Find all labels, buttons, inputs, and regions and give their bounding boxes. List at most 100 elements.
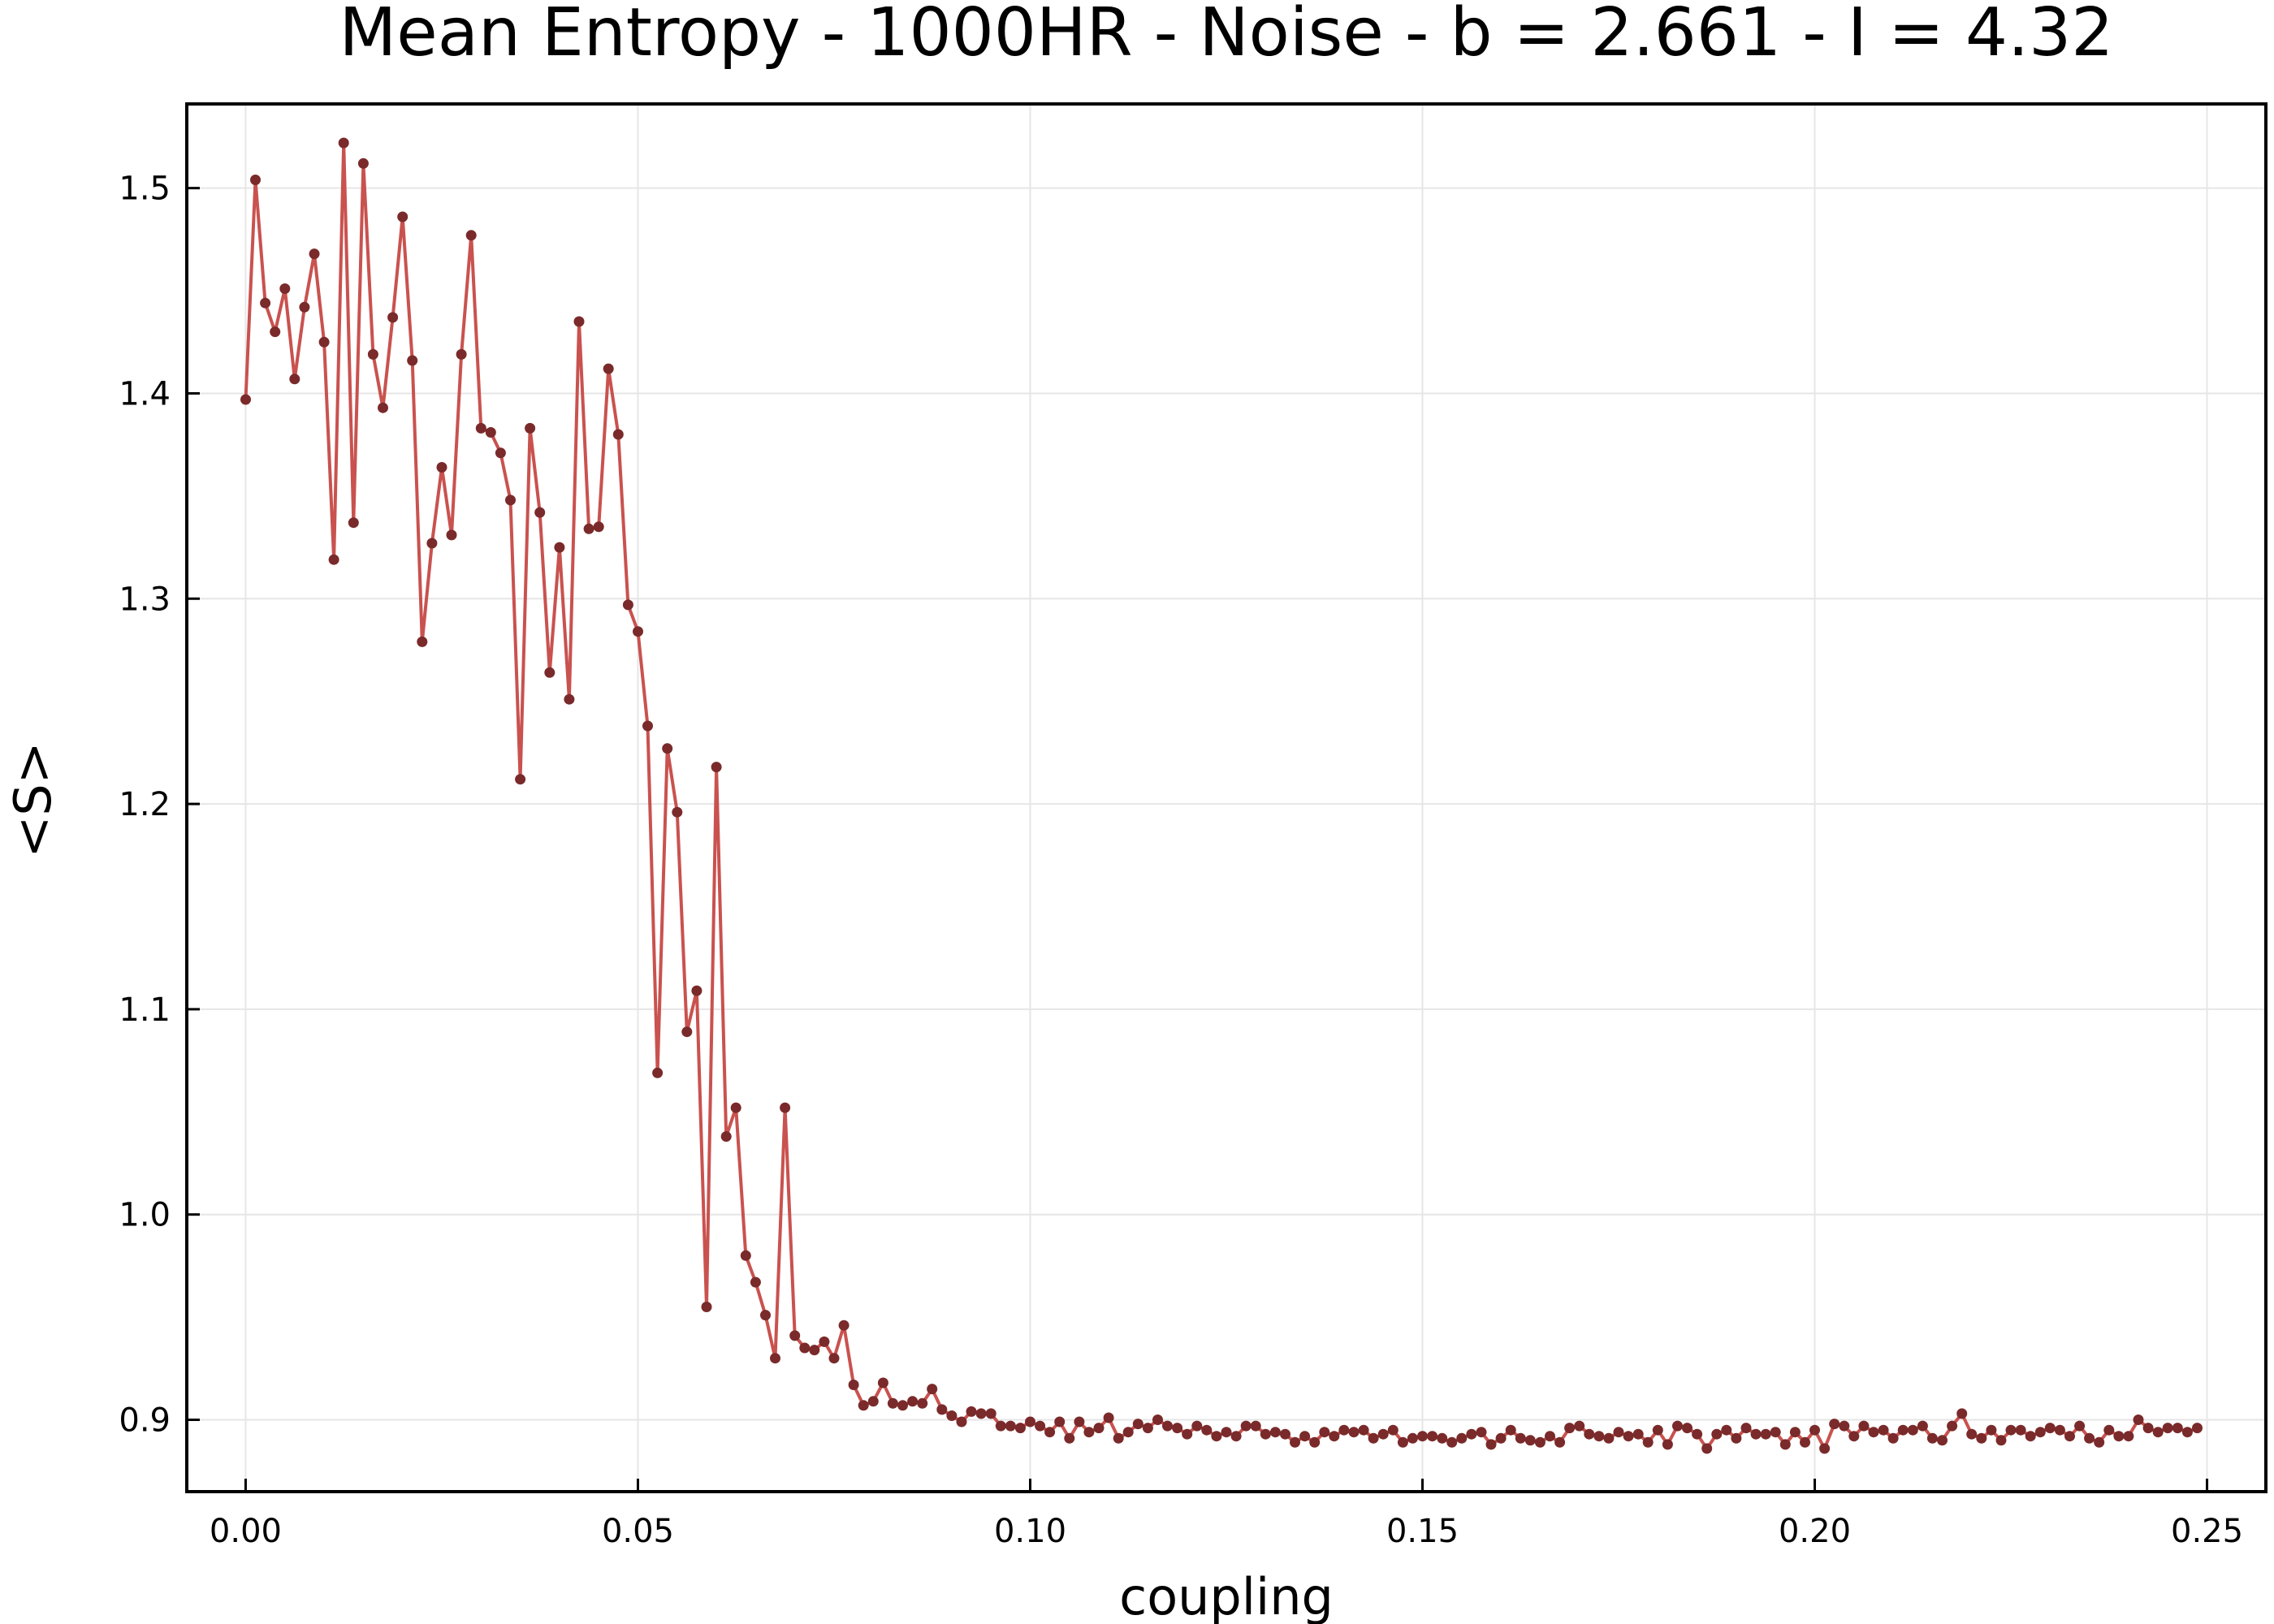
data-point [1819, 1443, 1831, 1454]
data-point [1574, 1420, 1585, 1432]
data-point [848, 1380, 859, 1390]
data-point [720, 1131, 732, 1142]
data-point [2005, 1424, 2017, 1436]
data-point [1201, 1424, 1213, 1436]
grid-layer [187, 104, 2266, 1492]
data-point [2025, 1431, 2036, 1442]
data-point [1564, 1423, 1576, 1434]
data-point [554, 542, 565, 553]
data-point [730, 1102, 741, 1113]
data-point [603, 363, 614, 374]
data-point [1760, 1428, 1771, 1440]
data-point [2172, 1423, 2183, 1434]
data-point [495, 447, 506, 459]
data-point [417, 636, 428, 647]
data-point [436, 462, 447, 473]
data-point [1809, 1424, 1820, 1436]
data-point [662, 743, 673, 754]
data-point [1358, 1424, 1369, 1436]
data-point [1152, 1415, 1163, 1425]
data-point [1701, 1443, 1713, 1454]
data-point [1917, 1420, 1928, 1432]
data-point [1122, 1427, 1134, 1438]
data-point [534, 507, 546, 518]
data-point [1740, 1423, 1752, 1434]
data-point [907, 1396, 919, 1407]
plot-frame [185, 102, 2268, 1493]
data-point [809, 1345, 820, 1356]
data-point [583, 523, 594, 534]
data-point [2074, 1420, 2086, 1432]
data-point [456, 348, 467, 360]
data-point [1632, 1428, 1644, 1440]
data-point [1887, 1432, 1899, 1444]
x-axis-label: coupling [1119, 1567, 1334, 1624]
data-point [1721, 1424, 1732, 1436]
data-point [780, 1102, 791, 1113]
data-point [1162, 1420, 1173, 1432]
line-layer [244, 141, 2198, 1450]
data-point [367, 348, 378, 360]
data-point [1534, 1436, 1546, 1448]
data-point [1299, 1431, 1311, 1442]
data-point [1132, 1419, 1143, 1430]
data-point [858, 1400, 869, 1411]
x-tick-label: 0.05 [602, 1513, 674, 1550]
data-point [1329, 1431, 1340, 1442]
data-point [407, 355, 418, 366]
data-point [828, 1353, 840, 1364]
data-point [1025, 1416, 1035, 1427]
data-point [760, 1310, 771, 1321]
data-point [1074, 1416, 1085, 1427]
data-point [1113, 1432, 1124, 1444]
data-point [250, 175, 261, 185]
x-tick-label: 0.25 [2171, 1513, 2243, 1550]
data-point [1417, 1431, 1428, 1442]
data-point [1878, 1424, 1889, 1436]
data-point [299, 301, 310, 313]
data-point [2162, 1423, 2173, 1434]
data-point [1211, 1431, 1222, 1442]
y-tick-label: 1.1 [119, 991, 171, 1029]
data-point [966, 1406, 977, 1417]
data-point [956, 1416, 967, 1427]
data-point [1839, 1420, 1850, 1432]
data-point [1309, 1436, 1321, 1448]
data-point [1240, 1420, 1252, 1432]
data-point [1652, 1424, 1663, 1436]
data-point [2152, 1427, 2164, 1438]
data-point [1466, 1428, 1477, 1440]
data-point [897, 1400, 908, 1411]
data-point [1897, 1424, 1909, 1436]
y-tick-label: 1.3 [119, 581, 171, 618]
data-point [1613, 1427, 1624, 1438]
data-point [936, 1404, 948, 1415]
data-point [1191, 1420, 1203, 1432]
data-point [975, 1408, 987, 1419]
data-point [2103, 1424, 2115, 1436]
data-point [2044, 1423, 2056, 1434]
x-tick-label: 0.00 [210, 1513, 282, 1550]
data-point [1603, 1432, 1615, 1444]
data-point [475, 422, 486, 434]
data-point [1672, 1420, 1683, 1432]
data-point [1937, 1435, 1948, 1446]
y-tick-label: 0.9 [119, 1402, 171, 1440]
data-point [1692, 1428, 1703, 1440]
data-point [1338, 1424, 1350, 1436]
data-point [1750, 1428, 1762, 1440]
data-point [750, 1276, 761, 1288]
series-line [244, 141, 2198, 1450]
data-point [1250, 1420, 1261, 1432]
data-point [1054, 1416, 1066, 1427]
data-point [2113, 1431, 2125, 1442]
data-point [1829, 1419, 1840, 1430]
data-point [1103, 1412, 1114, 1423]
data-point [289, 374, 300, 385]
data-point [1966, 1428, 1978, 1440]
data-point [1770, 1427, 1781, 1438]
data-point [789, 1330, 801, 1341]
point-layer [240, 137, 2203, 1454]
data-point [1947, 1420, 1958, 1432]
